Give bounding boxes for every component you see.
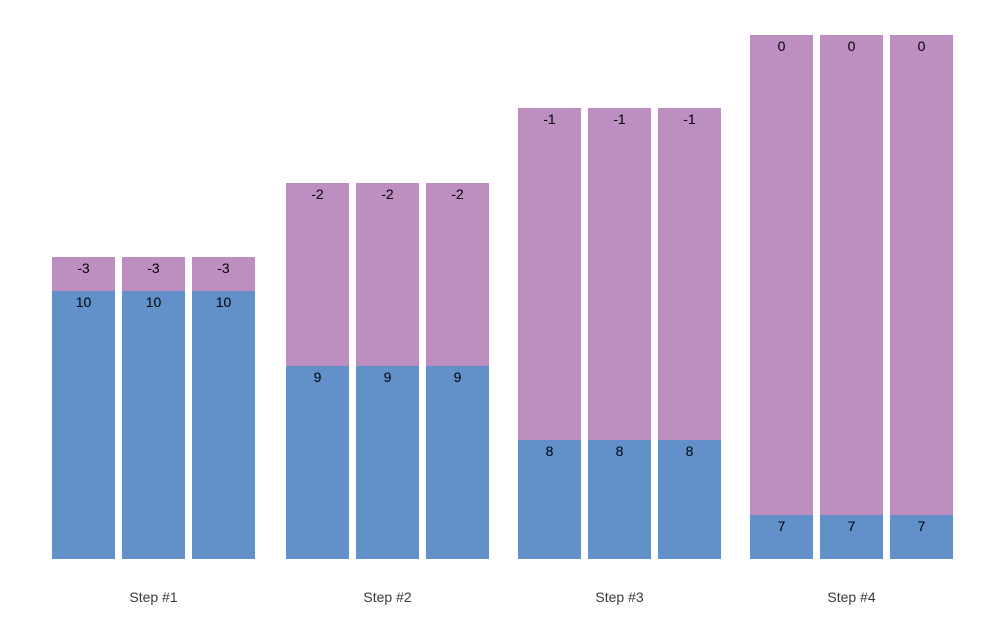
blue-segment: 10 [192,291,255,559]
stacked-bar: -2 9 [356,183,419,559]
blue-segment-value: 7 [777,518,786,534]
blue-segment-value: 9 [453,369,462,385]
blue-segment: 9 [356,366,419,559]
purple-segment: -3 [192,257,255,291]
blue-segment-value: 10 [145,294,162,310]
purple-segment: -3 [52,257,115,291]
stacked-bar: -3 10 [192,257,255,559]
purple-segment-value: -2 [451,186,464,202]
purple-segment-value: -3 [147,260,160,276]
stacked-bar: -1 8 [658,108,721,559]
blue-segment: 8 [518,440,581,559]
purple-segment-value: -1 [543,111,556,127]
purple-segment: 0 [820,35,883,515]
blue-segment-value: 9 [313,369,322,385]
purple-segment: -1 [658,108,721,440]
purple-segment: -1 [588,108,651,440]
blue-segment: 9 [426,366,489,559]
purple-segment-value: -1 [613,111,626,127]
blue-segment-value: 9 [383,369,392,385]
purple-segment-value: 0 [777,38,786,54]
purple-segment-value: -2 [381,186,394,202]
stacked-bar: -3 10 [122,257,185,559]
purple-segment: 0 [750,35,813,515]
purple-segment: -1 [518,108,581,440]
blue-segment: 10 [52,291,115,559]
blue-segment: 7 [820,515,883,559]
blue-segment: 7 [890,515,953,559]
blue-segment: 7 [750,515,813,559]
purple-segment-value: 0 [917,38,926,54]
blue-segment-value: 8 [615,443,624,459]
blue-segment-value: 10 [215,294,232,310]
purple-segment: -3 [122,257,185,291]
blue-segment-value: 7 [917,518,926,534]
blue-segment-value: 10 [75,294,92,310]
stacked-bar: -2 9 [286,183,349,559]
category-label: Step #2 [363,589,412,605]
stacked-bar: -3 10 [52,257,115,559]
blue-segment-value: 7 [847,518,856,534]
category-label: Step #3 [595,589,644,605]
stacked-bar: -2 9 [426,183,489,559]
blue-segment-value: 8 [685,443,694,459]
purple-segment-value: -1 [683,111,696,127]
purple-segment: -2 [286,183,349,366]
purple-segment: -2 [426,183,489,366]
stacked-bar: -1 8 [588,108,651,559]
purple-segment: 0 [890,35,953,515]
blue-segment: 8 [588,440,651,559]
purple-segment-value: -3 [77,260,90,276]
blue-segment: 8 [658,440,721,559]
category-label: Step #1 [129,589,178,605]
purple-segment: -2 [356,183,419,366]
blue-segment: 10 [122,291,185,559]
stacked-bar: -1 8 [518,108,581,559]
purple-segment-value: -2 [311,186,324,202]
blue-segment: 9 [286,366,349,559]
purple-segment-value: 0 [847,38,856,54]
purple-segment-value: -3 [217,260,230,276]
blue-segment-value: 8 [545,443,554,459]
category-label: Step #4 [827,589,876,605]
